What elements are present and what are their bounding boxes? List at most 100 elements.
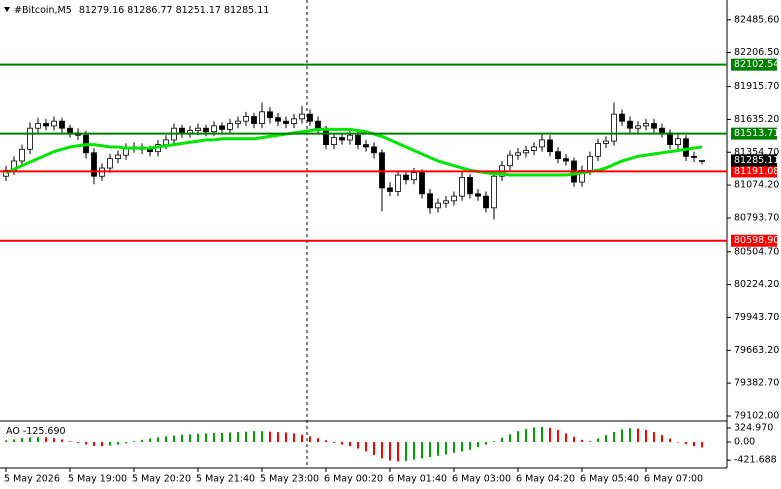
candle-body xyxy=(243,116,249,122)
last-low: 81251.17 xyxy=(176,5,221,16)
candle-body xyxy=(371,146,377,154)
ao-bar xyxy=(341,442,343,445)
candle-body xyxy=(587,155,593,171)
level-label-box xyxy=(731,58,777,71)
candle-body xyxy=(491,175,497,209)
level-label-box xyxy=(731,127,777,140)
ao-title: AO xyxy=(6,426,20,437)
candle-body xyxy=(19,148,25,162)
ao-bar xyxy=(181,434,183,443)
ao-bar xyxy=(517,431,519,443)
ao-bar xyxy=(581,439,583,443)
ao-bar xyxy=(405,442,407,461)
candle-body xyxy=(699,159,705,162)
candle-body xyxy=(555,151,561,160)
candle-body xyxy=(459,176,465,197)
y-tick-label: 80793.70 xyxy=(734,212,779,223)
candle-body xyxy=(187,130,193,134)
ao-bar xyxy=(325,440,327,443)
ao-bar xyxy=(85,442,87,445)
y-tick-label: 80224.20 xyxy=(734,279,779,290)
candle-body xyxy=(651,123,657,129)
candle-body xyxy=(363,144,369,148)
candle-body xyxy=(291,118,297,124)
ao-bar xyxy=(221,432,223,443)
ao-bar xyxy=(661,435,663,443)
candle-body xyxy=(611,113,617,142)
candle-body xyxy=(203,127,209,133)
x-tick-label: 5 May 2026 xyxy=(4,474,60,485)
ao-bar xyxy=(101,442,103,447)
candle-body xyxy=(667,132,673,146)
ao-bar xyxy=(565,433,567,443)
ao-bar xyxy=(685,442,687,445)
level-label-box xyxy=(731,234,777,247)
x-tick-label: 6 May 03:00 xyxy=(452,474,511,485)
ao-bar xyxy=(445,442,447,455)
ao-bar xyxy=(293,433,295,443)
ao-bar xyxy=(333,442,335,443)
ao-header: AO -125.690 xyxy=(6,426,66,437)
ao-bar xyxy=(53,438,55,443)
ao-bar xyxy=(149,438,151,443)
ao-bar xyxy=(573,436,575,443)
ao-bar xyxy=(437,442,439,456)
ao-bar xyxy=(213,432,215,443)
candle-body xyxy=(347,134,353,141)
ao-bar xyxy=(461,442,463,452)
candle-body xyxy=(251,116,257,124)
candle-body xyxy=(635,125,641,129)
ao-bar xyxy=(309,436,311,443)
candle-body xyxy=(603,140,609,144)
ao-bar xyxy=(205,433,207,443)
ao-bar xyxy=(629,428,631,443)
ao-bar xyxy=(173,435,175,443)
candle-body xyxy=(299,113,305,120)
level-label: 81191.08 xyxy=(734,166,779,177)
ao-bar xyxy=(253,431,255,443)
ao-bar xyxy=(605,435,607,443)
ao-bar xyxy=(117,442,119,445)
candle-body xyxy=(147,148,153,153)
candle-body xyxy=(259,111,265,124)
x-tick-label: 5 May 20:20 xyxy=(132,474,191,485)
ao-bar xyxy=(165,436,167,443)
ao-bar xyxy=(125,442,127,444)
ao-bar xyxy=(365,442,367,452)
candle-body xyxy=(579,169,585,183)
y-tick-label: 82485.60 xyxy=(734,14,779,25)
level-label: 82102.54 xyxy=(734,59,779,70)
candle-body xyxy=(307,113,313,122)
candle-body xyxy=(211,125,217,133)
ao-bar xyxy=(141,439,143,443)
ao-bar xyxy=(549,427,551,443)
candle-body xyxy=(51,120,57,127)
level-label: 81513.71 xyxy=(734,128,779,139)
candle-body xyxy=(515,152,521,156)
ao-bar xyxy=(381,442,383,459)
ao-bar xyxy=(29,437,31,443)
ao-bar xyxy=(21,438,23,443)
candle-body xyxy=(451,195,457,202)
ao-y-tick-label: 0.00 xyxy=(734,437,755,448)
last-high: 81286.77 xyxy=(127,5,172,16)
y-tick-label: 82206.50 xyxy=(734,47,779,58)
x-tick-label: 6 May 05:40 xyxy=(580,474,639,485)
menu-arrow xyxy=(4,7,10,12)
y-tick-label: 81915.70 xyxy=(734,81,779,92)
x-tick-label: 6 May 00:20 xyxy=(324,474,383,485)
candle-body xyxy=(163,139,169,146)
symbol: #Bitcoin,M5 xyxy=(14,5,72,16)
candle-body xyxy=(411,172,417,181)
y-tick-label: 81074.20 xyxy=(734,180,779,191)
current-price-label: 81285.11 xyxy=(734,155,779,166)
candle-body xyxy=(547,139,553,153)
current-price-box xyxy=(731,154,777,167)
candle-body xyxy=(179,127,185,134)
ao-bar xyxy=(413,442,415,460)
ao-bar xyxy=(453,442,455,453)
last-open: 81279.16 xyxy=(79,5,124,16)
y-tick-label: 79663.20 xyxy=(734,345,779,356)
